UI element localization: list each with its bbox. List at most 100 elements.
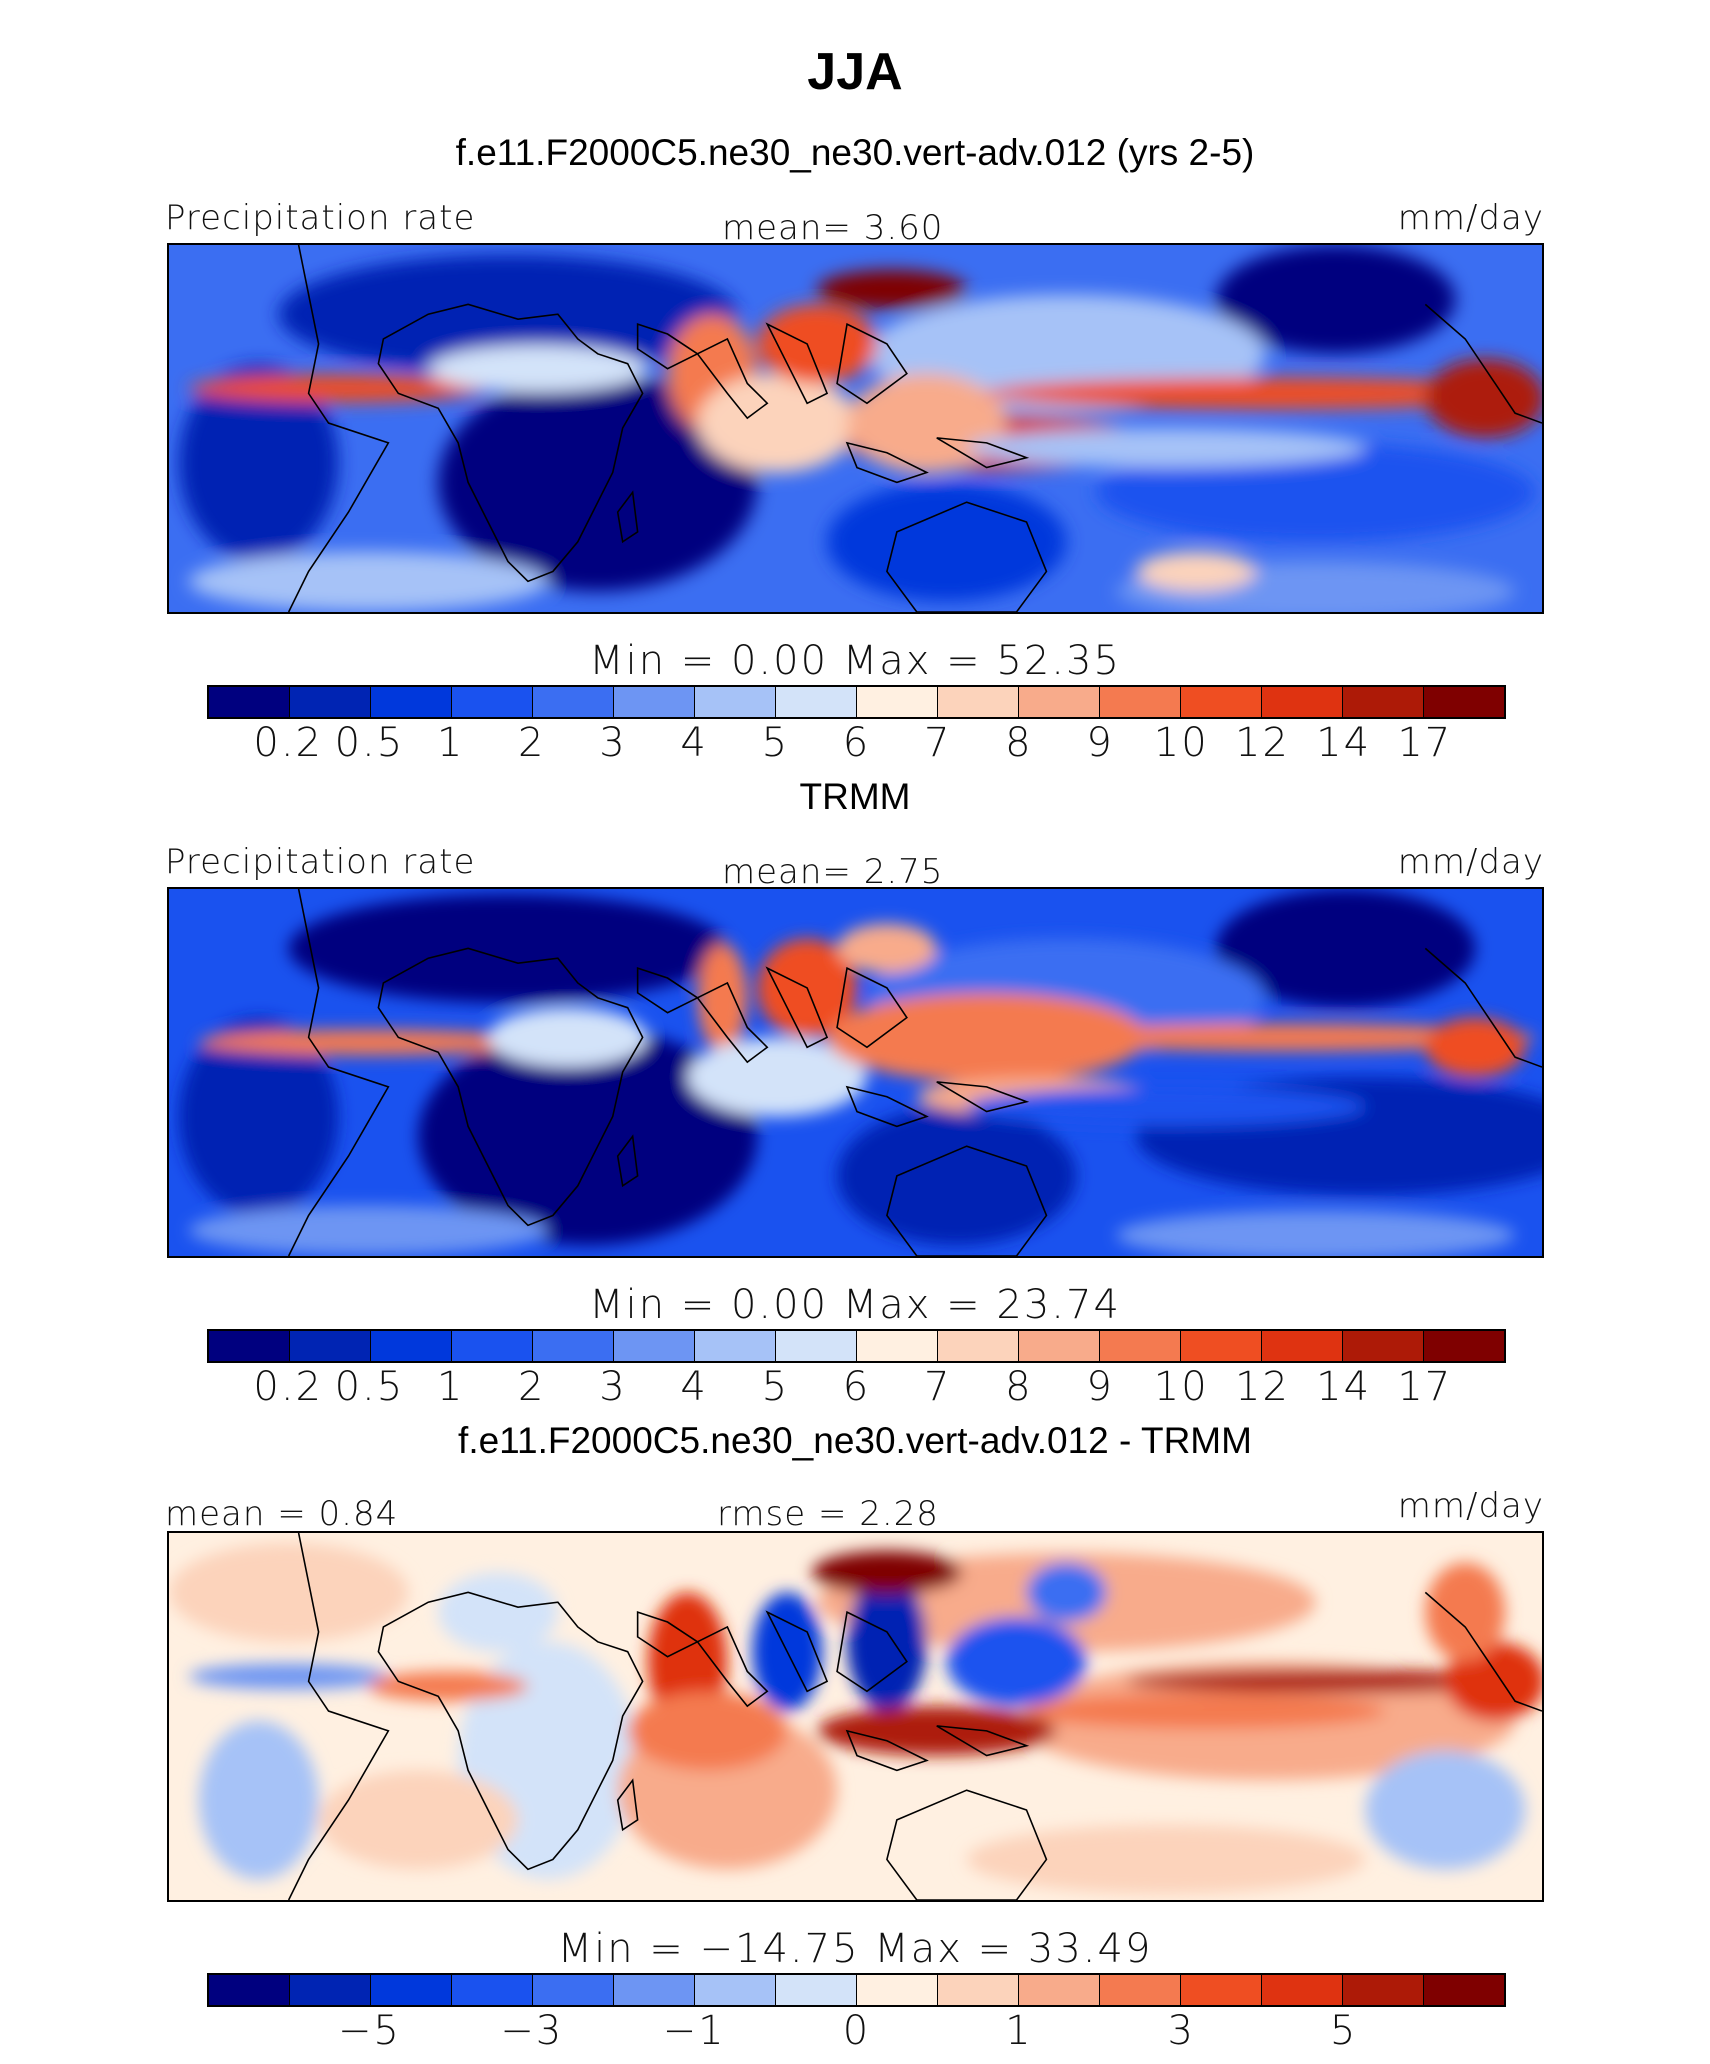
colorbar-tick-label: −5 bbox=[337, 2008, 401, 2054]
panel-3-min-max: Min = −14.75 Max = 33.49 bbox=[557, 1926, 1153, 1972]
panel-2-min-max: Min = 0.00 Max = 23.74 bbox=[589, 1282, 1121, 1328]
panel-2-map bbox=[167, 887, 1544, 1258]
panel-2-colorbar-ticks: 0.2 0.5 1 2 3 4 5 6 7 8 9 10 12 14 17 bbox=[207, 1364, 1506, 1410]
colorbar-tick-label: 5 bbox=[1329, 2008, 1358, 2054]
colorbar-swatch bbox=[1019, 1331, 1100, 1361]
colorbar-swatch bbox=[1181, 687, 1262, 717]
colorbar-tick-label: 17 bbox=[1397, 720, 1453, 766]
panel-2-mean-label: mean= 2.75 bbox=[722, 852, 944, 892]
colorbar-tick-label: 12 bbox=[1234, 720, 1290, 766]
colorbar-swatch bbox=[857, 1331, 938, 1361]
colorbar-swatch bbox=[938, 1975, 1019, 2005]
panel-3-mean-label: mean = 0.84 bbox=[165, 1494, 399, 1534]
colorbar-tick-label: 14 bbox=[1316, 720, 1372, 766]
panel-1-colorbar-ticks: 0.2 0.5 1 2 3 4 5 6 7 8 9 10 12 14 17 bbox=[207, 720, 1506, 766]
colorbar-tick-label: 6 bbox=[842, 1364, 871, 1410]
panel-1-colorbar bbox=[207, 685, 1506, 719]
colorbar-swatch bbox=[371, 687, 452, 717]
panel-3-map-canvas bbox=[169, 1533, 1542, 1900]
colorbar-swatch bbox=[533, 1975, 614, 2005]
colorbar-swatch bbox=[1343, 1331, 1424, 1361]
colorbar-swatch bbox=[290, 1975, 371, 2005]
colorbar-swatch bbox=[776, 687, 857, 717]
panel-2-units-label: mm/day bbox=[1397, 842, 1544, 882]
colorbar-swatch bbox=[533, 687, 614, 717]
panel-1-variable-label: Precipitation rate bbox=[165, 198, 476, 238]
panel-3-units-label: mm/day bbox=[1397, 1486, 1544, 1526]
colorbar-swatch bbox=[1343, 1975, 1424, 2005]
colorbar-swatch bbox=[371, 1331, 452, 1361]
colorbar-tick-label: 9 bbox=[1086, 1364, 1114, 1410]
colorbar-tick-label: 12 bbox=[1234, 1364, 1290, 1410]
colorbar-swatch bbox=[1100, 1975, 1181, 2005]
colorbar-swatch bbox=[1424, 1975, 1504, 2005]
colorbar-tick-label: 3 bbox=[599, 1364, 627, 1410]
colorbar-tick-label: 4 bbox=[680, 720, 708, 766]
colorbar-tick-label: 5 bbox=[761, 1364, 790, 1410]
colorbar-tick-label: 0.2 bbox=[253, 1364, 323, 1410]
colorbar-tick-label: 1 bbox=[436, 1364, 465, 1410]
panel-3-map bbox=[167, 1531, 1544, 1902]
colorbar-swatch bbox=[695, 687, 776, 717]
panel-1-title: f.e11.F2000C5.ne30_ne30.vert-adv.012 (yr… bbox=[455, 132, 1255, 173]
colorbar-tick-label: 6 bbox=[842, 720, 871, 766]
panel-3-title: f.e11.F2000C5.ne30_ne30.vert-adv.012 - T… bbox=[458, 1420, 1252, 1461]
panel-1-units-label: mm/day bbox=[1397, 198, 1544, 238]
colorbar-swatch bbox=[614, 687, 695, 717]
colorbar-swatch bbox=[1424, 1331, 1504, 1361]
colorbar-tick-label: 14 bbox=[1316, 1364, 1372, 1410]
colorbar-swatch bbox=[695, 1331, 776, 1361]
panel-3-colorbar-ticks: −5 −3 −1 0 1 3 5 bbox=[207, 2008, 1506, 2054]
colorbar-swatch bbox=[857, 687, 938, 717]
colorbar-swatch bbox=[614, 1975, 695, 2005]
colorbar-swatch bbox=[938, 1331, 1019, 1361]
colorbar-swatch bbox=[1019, 687, 1100, 717]
colorbar-swatch bbox=[452, 1975, 533, 2005]
colorbar-swatch bbox=[290, 1331, 371, 1361]
colorbar-swatch bbox=[1100, 1331, 1181, 1361]
colorbar-tick-label: 0.2 bbox=[253, 720, 323, 766]
colorbar-tick-label: 0.5 bbox=[334, 1364, 405, 1410]
colorbar-swatch bbox=[1181, 1975, 1262, 2005]
colorbar-tick-label: 8 bbox=[1005, 720, 1033, 766]
colorbar-swatch bbox=[209, 1331, 290, 1361]
colorbar-tick-label: 10 bbox=[1153, 1364, 1209, 1410]
colorbar-tick-label: 9 bbox=[1086, 720, 1114, 766]
colorbar-swatch bbox=[938, 687, 1019, 717]
colorbar-swatch bbox=[452, 687, 533, 717]
colorbar-swatch bbox=[371, 1975, 452, 2005]
colorbar-swatch bbox=[290, 687, 371, 717]
colorbar-tick-label: 1 bbox=[1005, 2008, 1033, 2054]
colorbar-swatch bbox=[1343, 687, 1424, 717]
colorbar-swatch bbox=[533, 1331, 614, 1361]
colorbar-swatch bbox=[695, 1975, 776, 2005]
colorbar-swatch bbox=[1181, 1331, 1262, 1361]
colorbar-tick-label: 7 bbox=[923, 720, 952, 766]
colorbar-tick-label: 8 bbox=[1005, 1364, 1033, 1410]
colorbar-tick-label: 4 bbox=[680, 1364, 708, 1410]
colorbar-swatch bbox=[1262, 1975, 1343, 2005]
colorbar-swatch bbox=[1262, 687, 1343, 717]
colorbar-swatch bbox=[776, 1975, 857, 2005]
panel-2-map-canvas bbox=[169, 889, 1542, 1256]
panel-1-map bbox=[167, 243, 1544, 614]
colorbar-tick-label: 7 bbox=[923, 1364, 952, 1410]
panel-2-variable-label: Precipitation rate bbox=[165, 842, 476, 882]
colorbar-swatch bbox=[1100, 687, 1181, 717]
figure-title: JJA bbox=[807, 43, 903, 101]
colorbar-swatch bbox=[857, 1975, 938, 2005]
colorbar-tick-label: 1 bbox=[436, 720, 465, 766]
panel-1-mean-label: mean= 3.60 bbox=[722, 208, 944, 248]
colorbar-tick-label: −1 bbox=[662, 2008, 726, 2054]
colorbar-swatch bbox=[1424, 687, 1504, 717]
colorbar-tick-label: −3 bbox=[500, 2008, 564, 2054]
panel-2-colorbar bbox=[207, 1329, 1506, 1363]
colorbar-swatch bbox=[1019, 1975, 1100, 2005]
colorbar-tick-label: 2 bbox=[518, 720, 546, 766]
colorbar-swatch bbox=[776, 1331, 857, 1361]
panel-2-title: TRMM bbox=[799, 776, 911, 817]
panel-3-colorbar bbox=[207, 1973, 1506, 2007]
panel-1-min-max: Min = 0.00 Max = 52.35 bbox=[589, 638, 1121, 684]
panel-3-rmse-label: rmse = 2.28 bbox=[717, 1494, 939, 1534]
colorbar-tick-label: 5 bbox=[761, 720, 790, 766]
